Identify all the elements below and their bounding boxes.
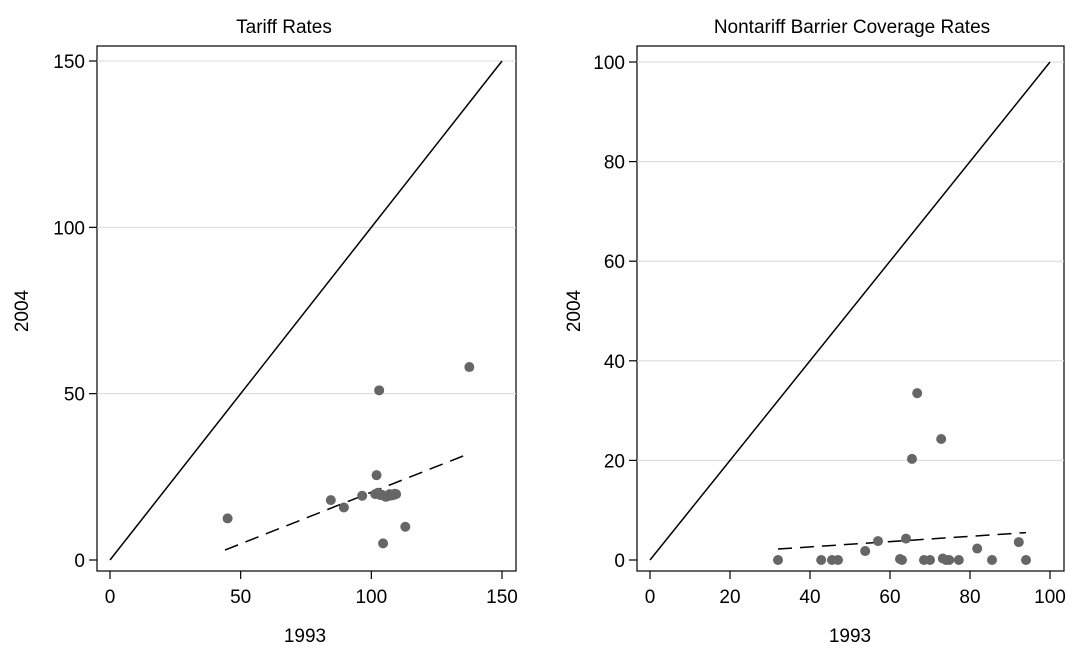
data-point: [464, 362, 475, 373]
x-tick-label: 20: [719, 587, 740, 608]
data-point: [907, 453, 917, 464]
plot-frame: [96, 45, 517, 572]
data-point: [816, 555, 827, 565]
x-tick-label: 80: [959, 587, 980, 608]
data-point: [833, 555, 843, 565]
data-point: [338, 502, 349, 513]
data-points: [222, 362, 475, 549]
y-axis-title: 2004: [12, 289, 33, 332]
fit-line: [777, 531, 1027, 550]
x-axis-title: 1993: [284, 626, 326, 647]
y-grid: [97, 60, 516, 395]
x-tick-label: 50: [230, 587, 251, 608]
plot-lines: [109, 60, 503, 561]
y-tick-label: 0: [74, 551, 85, 572]
data-point: [936, 433, 947, 444]
y-tick-label: 100: [593, 53, 625, 74]
data-point: [925, 555, 935, 565]
data-point: [325, 495, 336, 506]
data-point: [953, 555, 964, 565]
x-tick-label: 40: [799, 587, 820, 608]
data-point: [374, 385, 385, 396]
x-tick-label: 100: [355, 587, 387, 608]
axis-ticks: 0 20 40 60 80 100 0 20 40 60 80 100: [593, 53, 1066, 608]
data-point: [987, 555, 997, 565]
x-tick-label: 100: [1034, 587, 1066, 608]
x-tick-label: 60: [879, 587, 900, 608]
data-point: [972, 543, 983, 554]
tariff-rates-panel: Tariff Rates 0 50 100 150 0 50 100 150 1993 200…: [12, 17, 518, 647]
data-point: [860, 546, 871, 557]
data-points: [773, 388, 1031, 565]
y-tick-label: 20: [604, 451, 625, 472]
data-point: [873, 536, 883, 547]
x-tick-label: 150: [486, 587, 518, 608]
y-tick-label: 0: [614, 551, 625, 572]
data-point: [944, 555, 955, 565]
nontariff-barrier-panel: Nontariff Barrier Coverage Rates 0 20 40 60…: [564, 17, 1066, 647]
data-point: [378, 538, 389, 549]
y-tick-label: 60: [604, 252, 625, 273]
axis-ticks: 0 50 100 150 0 50 100 150: [53, 52, 518, 608]
y-tick-label: 40: [604, 352, 625, 373]
data-point: [400, 521, 411, 532]
chart-title: Nontariff Barrier Coverage Rates: [714, 17, 990, 38]
y-axis-title: 2004: [564, 289, 585, 332]
reference-line: [109, 60, 503, 561]
plot-lines: [649, 61, 1051, 561]
y-tick-label: 50: [64, 385, 85, 406]
data-point: [371, 470, 382, 481]
data-point: [222, 513, 233, 524]
chart-title: Tariff Rates: [236, 17, 332, 38]
fit-line: [224, 452, 470, 551]
data-point: [901, 533, 911, 544]
y-grid: [637, 61, 1064, 461]
y-tick-label: 150: [53, 52, 85, 73]
x-axis-title: 1993: [829, 626, 871, 647]
data-point: [391, 489, 402, 500]
plot-frame: [636, 45, 1065, 572]
data-point: [1021, 555, 1031, 565]
x-tick-label: 0: [105, 587, 116, 608]
data-point: [912, 388, 923, 399]
x-tick-label: 0: [645, 587, 656, 608]
data-point: [897, 555, 907, 565]
y-tick-label: 80: [604, 153, 625, 174]
y-tick-label: 100: [53, 218, 85, 239]
reference-line: [649, 61, 1051, 561]
data-point: [357, 490, 368, 501]
data-point: [1013, 537, 1024, 548]
data-point: [773, 555, 783, 565]
